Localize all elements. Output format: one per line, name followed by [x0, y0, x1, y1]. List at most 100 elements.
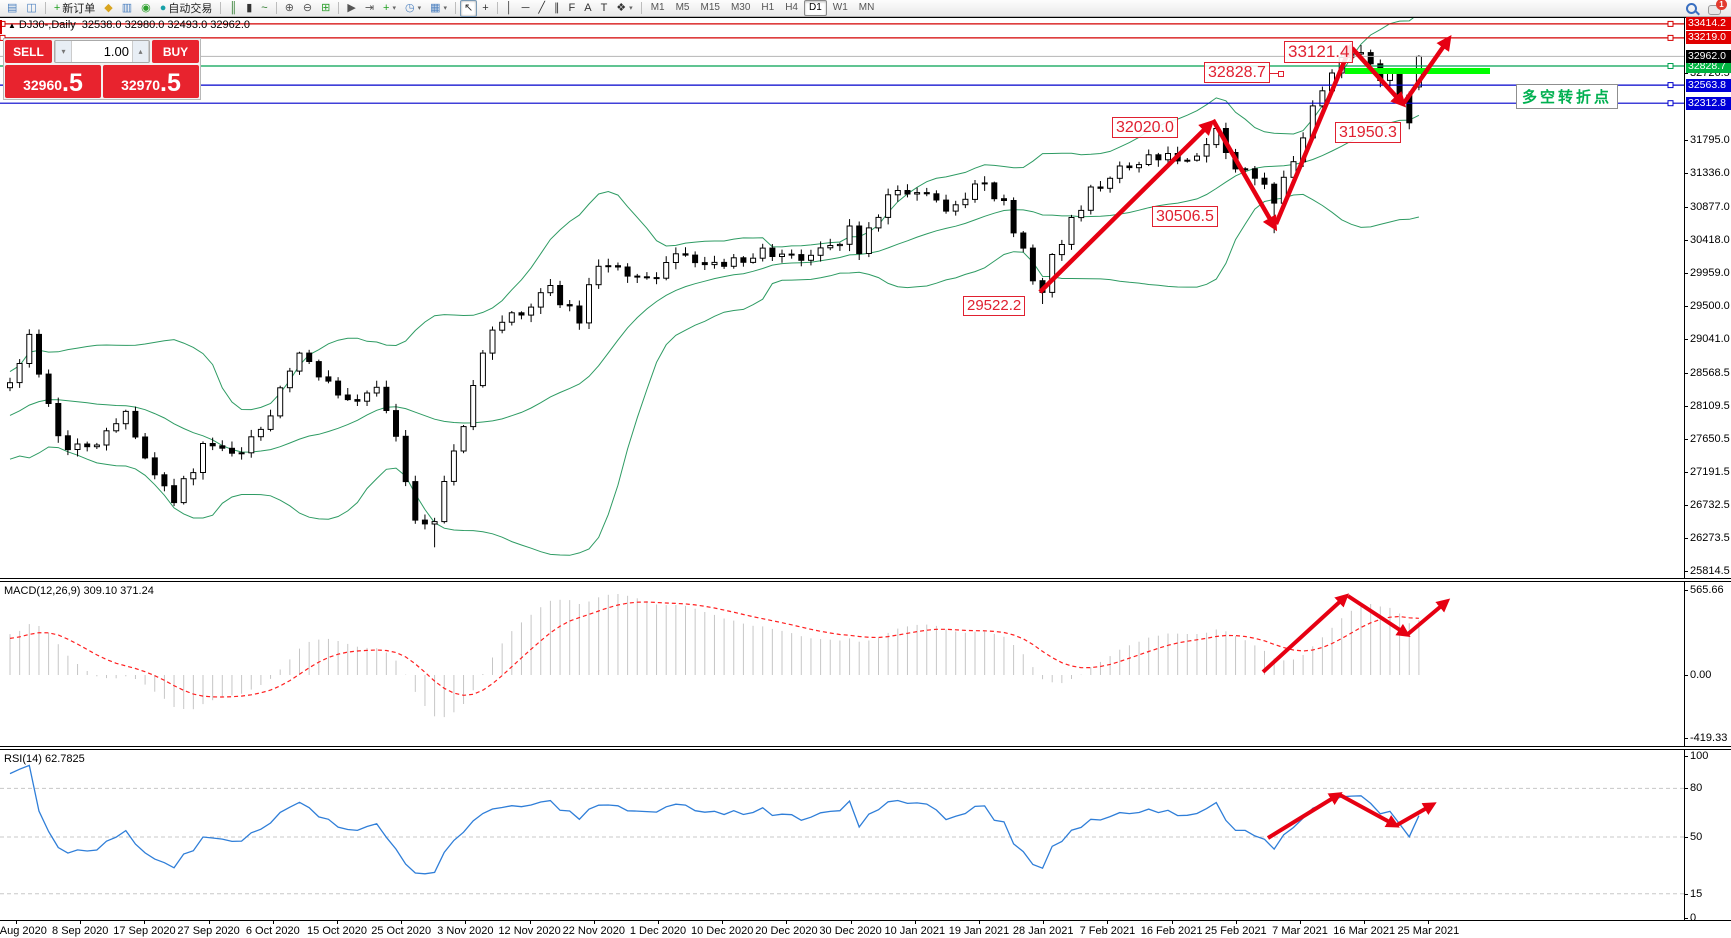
price-annotation[interactable]: 32828.7: [1204, 62, 1284, 84]
search-icon[interactable]: [1684, 1, 1700, 16]
axis-tick-mark: [1685, 305, 1688, 307]
auto-trading-button[interactable]: ● 自动交易: [156, 0, 217, 17]
time-axis-label: 20 Dec 2020: [755, 925, 818, 937]
profiles-icon-glyph: ◫: [26, 1, 37, 14]
price-axis[interactable]: 32726.5 31795.0 31336.0 30877.0 30418.0 29959…: [1685, 17, 1731, 578]
rsi-indicator-label: RSI(14) 62.7825: [4, 753, 85, 765]
macd-axis[interactable]: 565.66 0.00 -419.33: [1685, 582, 1731, 746]
axis-tick-label: 30877.0: [1690, 200, 1730, 213]
price-annotation[interactable]: 33121.4: [1284, 41, 1354, 64]
support-highlight-bar[interactable]: [1345, 68, 1490, 74]
price-annotation[interactable]: 30506.5: [1152, 206, 1218, 228]
crosshair-icon[interactable]: +: [478, 0, 492, 17]
cursor-icon[interactable]: ↖: [460, 0, 478, 17]
profiles-icon[interactable]: ◫: [22, 0, 40, 17]
templates-icon[interactable]: ▦ ▾: [426, 0, 451, 17]
timeframe-mn[interactable]: MN: [858, 2, 875, 13]
notifications-icon[interactable]: 1: [1708, 0, 1727, 16]
new-order-button[interactable]: + 新订单: [50, 0, 99, 17]
shapes-icon[interactable]: ❖ ▾: [612, 0, 636, 17]
price-annotation[interactable]: 31950.3: [1335, 122, 1401, 144]
horizontal-lines[interactable]: [0, 20, 1684, 107]
buy-price-display[interactable]: 32970.5: [103, 65, 199, 98]
timeframe-h4[interactable]: H4: [785, 2, 798, 13]
buy-button[interactable]: BUY: [152, 40, 199, 63]
time-axis-label: 3 Nov 2020: [437, 925, 494, 937]
one-click-trading-panel: SELL ▾ 1.00 ▴ BUY 32960.5 32970.5: [3, 38, 201, 100]
tile-windows-icon[interactable]: ⊞: [317, 0, 334, 17]
rsi-pane-separator[interactable]: [0, 746, 1731, 750]
chevron-down-icon: ▾: [417, 5, 422, 12]
macd-pane-separator[interactable]: [0, 578, 1731, 582]
volume-increase-button[interactable]: ▴: [132, 41, 149, 62]
timeframe-h1[interactable]: H1: [761, 2, 775, 13]
chevron-down-icon: ▾: [629, 5, 633, 12]
macd-pane[interactable]: [0, 582, 1684, 746]
axis-tick-label: 26273.5: [1690, 531, 1730, 544]
fibonacci-icon[interactable]: F: [564, 0, 579, 17]
horizontal-line-icon[interactable]: ─: [518, 0, 534, 17]
eraser-icon[interactable]: ◆: [100, 0, 116, 17]
time-tick-mark: [658, 921, 659, 924]
axis-tick-mark: [1685, 918, 1688, 919]
volume-spinner: ▾ 1.00 ▴: [54, 40, 150, 63]
volume-value[interactable]: 1.00: [103, 44, 129, 59]
chevron-down-icon: ▾: [392, 5, 396, 12]
templates-icon-glyph: ▦: [430, 1, 441, 14]
axis-tick-mark: [1685, 788, 1688, 790]
timeframe-m15[interactable]: M15: [700, 2, 720, 13]
eraser-icon-glyph: ◆: [104, 1, 113, 14]
bar-chart-icon-glyph: ║: [229, 1, 238, 14]
zoom-in-icon[interactable]: ⊕: [281, 0, 298, 17]
timeframe-w1[interactable]: W1: [832, 2, 848, 13]
trendline-icon[interactable]: ╱: [534, 0, 549, 17]
main-chart[interactable]: [0, 17, 1684, 578]
timeframe-d1[interactable]: D1: [804, 0, 827, 16]
pivot-point-label[interactable]: 多空转折点: [1516, 84, 1619, 109]
axis-tick-mark: [1685, 738, 1688, 739]
text-icon[interactable]: A: [580, 0, 595, 17]
timeframe-m1[interactable]: M1: [650, 2, 665, 13]
sell-price-display[interactable]: 32960.5: [5, 65, 101, 98]
equidistant-channel-icon[interactable]: ∥: [550, 0, 564, 17]
zoom-out-icon[interactable]: ⊖: [299, 0, 316, 17]
timeframe-m5[interactable]: M5: [675, 2, 690, 13]
new-chart-icon[interactable]: ▤: [3, 0, 21, 17]
price-annotation[interactable]: 29522.2: [963, 296, 1026, 316]
time-axis-label: 30 Dec 2020: [819, 925, 882, 937]
axis-tick-label: 29959.0: [1690, 266, 1730, 279]
line-chart-icon[interactable]: ~: [257, 0, 271, 17]
axis-tick-label: 29500.0: [1690, 299, 1730, 312]
sell-button[interactable]: SELL: [5, 40, 52, 63]
signals-icon[interactable]: ◉: [137, 0, 155, 17]
candlestick-chart-icon[interactable]: ▮: [242, 0, 256, 17]
rsi-axis[interactable]: 100 80 50 15 0: [1685, 750, 1731, 924]
depth-of-market-icon[interactable]: ▥: [118, 0, 136, 17]
text-label-icon[interactable]: T: [597, 0, 612, 17]
rsi-pane[interactable]: [0, 750, 1684, 920]
chart-shift-icon[interactable]: ⇥: [361, 0, 378, 17]
toolbar-separator: [496, 2, 498, 14]
axis-tick-mark: [1685, 537, 1688, 539]
axis-price-box: 33414.2: [1686, 17, 1731, 31]
auto-scroll-icon[interactable]: ▶: [343, 0, 359, 17]
axis-tick-label: -419.33: [1690, 732, 1728, 744]
macd-trend-arrows[interactable]: [1261, 593, 1451, 674]
bar-chart-icon[interactable]: ║: [225, 0, 241, 17]
time-axis-label: 22 Nov 2020: [562, 925, 625, 937]
rsi-trend-arrows[interactable]: [1266, 792, 1437, 840]
periods-icon[interactable]: ◷ ▾: [401, 0, 425, 17]
price-annotation[interactable]: 32020.0: [1112, 117, 1178, 139]
auto-trading-button-label: 自动交易: [168, 3, 213, 15]
axis-tick-mark: [1685, 438, 1688, 440]
volume-decrease-button[interactable]: ▾: [55, 41, 72, 62]
vertical-line-icon[interactable]: │: [502, 0, 517, 17]
indicators-icon[interactable]: + ▾: [379, 0, 400, 17]
timeframe-m30[interactable]: M30: [730, 2, 751, 13]
time-tick-mark: [80, 921, 82, 924]
bollinger-bands: [9, 17, 1420, 556]
axis-price-box: 32962.0: [1686, 49, 1731, 63]
trend-arrows[interactable]: [1038, 34, 1452, 294]
axis-tick-label: 28568.5: [1690, 366, 1730, 379]
